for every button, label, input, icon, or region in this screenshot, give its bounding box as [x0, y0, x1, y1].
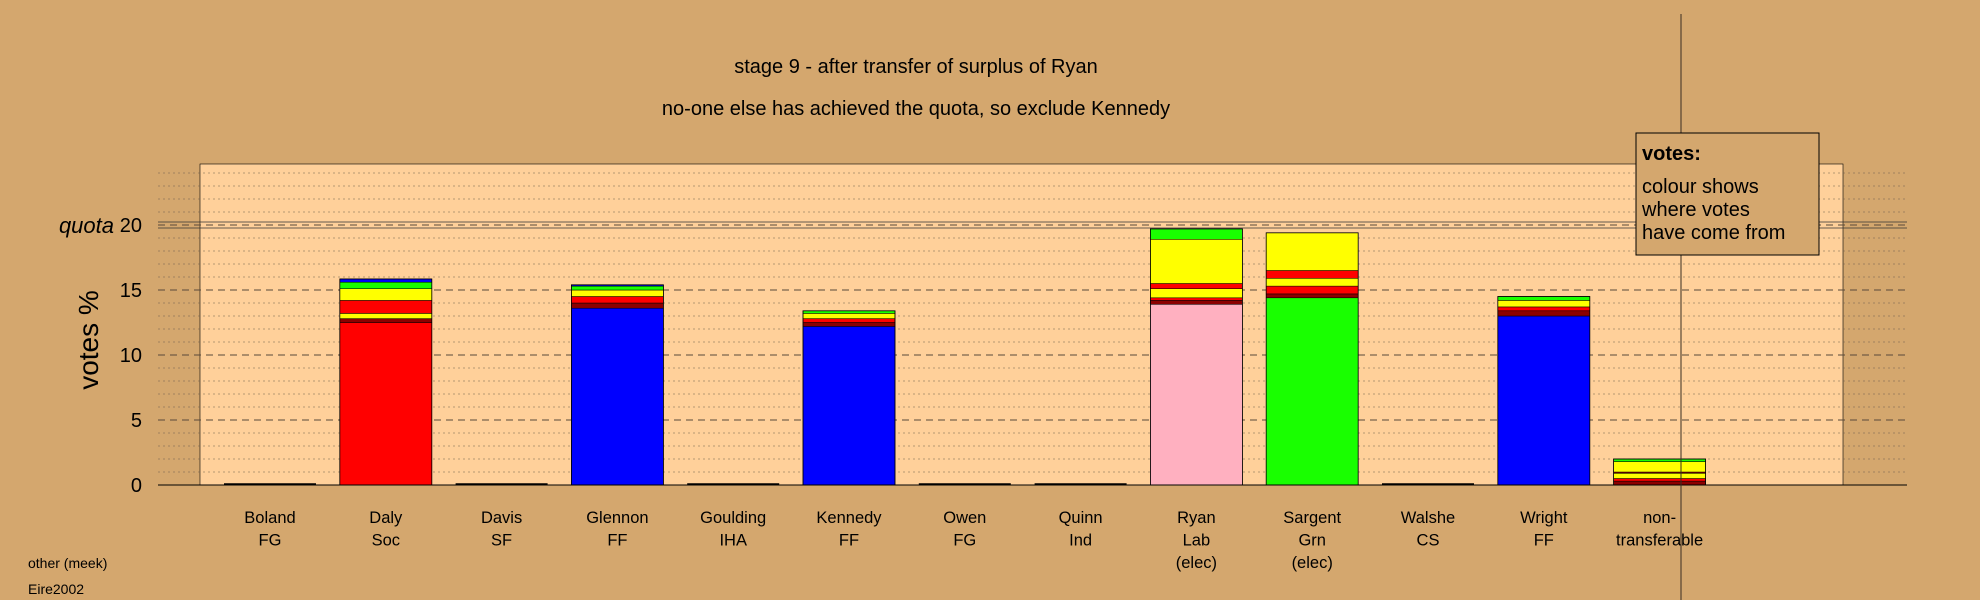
candidate-label: transferable	[1616, 532, 1703, 550]
quota-label: quota	[59, 213, 114, 238]
bar-segment	[1150, 304, 1243, 486]
candidate-label: FF	[1534, 532, 1554, 550]
candidate-label: CS	[1417, 532, 1440, 550]
y-tick-label: 20	[120, 215, 142, 237]
y-tick-label: 15	[120, 280, 142, 302]
bar-segment	[1150, 283, 1243, 289]
candidate-label: Ind	[1069, 532, 1092, 550]
candidate-label: FG	[259, 532, 282, 550]
legend-line-1: colour shows	[1642, 176, 1759, 198]
bar-segment	[339, 288, 433, 301]
bar-segment	[802, 318, 896, 323]
bar-segment	[1265, 232, 1359, 271]
legend-line-2: where votes	[1641, 199, 1750, 221]
bar-segment	[339, 322, 433, 486]
y-tick-label: 0	[131, 475, 142, 497]
candidate-label: non-	[1643, 509, 1676, 527]
bar-segment	[339, 281, 433, 289]
candidate-label: Kennedy	[816, 509, 882, 527]
candidate-label: Soc	[372, 532, 400, 550]
candidate-label: Wright	[1520, 509, 1568, 527]
bar-segment	[802, 322, 896, 327]
bar-segment	[1265, 293, 1359, 299]
y-tick-label: 5	[131, 410, 142, 432]
plot-area	[199, 163, 1844, 486]
candidate-label: Sargent	[1283, 509, 1341, 527]
candidate-label: Walshe	[1401, 509, 1455, 527]
bar-segment	[339, 278, 433, 283]
bar-segment	[1150, 297, 1243, 301]
bar-segment	[1497, 315, 1591, 486]
bar-segment	[1265, 285, 1359, 295]
candidate-label: (elec)	[1176, 554, 1217, 572]
legend: votes: colour shows where votes have com…	[1635, 132, 1820, 256]
bar-segment	[1613, 480, 1706, 486]
bar-segment	[1265, 278, 1359, 287]
bar-segment	[1265, 297, 1359, 486]
bar-segment	[571, 289, 664, 297]
bar-segment	[1497, 310, 1591, 317]
candidate-label: IHA	[719, 532, 747, 550]
bar-segment	[571, 296, 664, 304]
candidate-label: SF	[491, 532, 512, 550]
y-tick-label: 10	[120, 345, 142, 367]
candidate-label: Grn	[1298, 532, 1326, 550]
bar-segment	[1150, 288, 1243, 299]
bar-segment	[571, 302, 664, 309]
bar-segment	[1150, 239, 1243, 284]
candidate-label: Quinn	[1059, 509, 1103, 527]
bar-segment	[339, 318, 433, 323]
candidate-label: FF	[607, 532, 627, 550]
candidate-label: Boland	[244, 509, 295, 527]
candidate-label: FF	[839, 532, 859, 550]
bar-segment	[1150, 228, 1243, 240]
y-axis-label: votes %	[73, 290, 104, 390]
bar-segment	[1265, 270, 1359, 279]
candidate-label: Lab	[1183, 532, 1211, 550]
bar-segment	[571, 307, 664, 486]
candidate-label: (elec)	[1292, 554, 1333, 572]
bar-segment	[802, 326, 896, 486]
legend-title: votes:	[1642, 143, 1701, 165]
bar-segment	[571, 285, 664, 291]
bar-segment	[339, 300, 433, 314]
bar-segment	[339, 313, 433, 319]
candidate-label: FG	[953, 532, 976, 550]
bar-segment	[1613, 478, 1706, 482]
election-name: Eire2002	[28, 581, 84, 597]
bar-segment	[1497, 306, 1591, 312]
bar-segment	[1613, 461, 1706, 473]
bar-segment	[1497, 296, 1591, 301]
candidate-label: Goulding	[700, 509, 766, 527]
candidate-label: Owen	[943, 509, 986, 527]
candidate-label: Davis	[481, 509, 522, 527]
bar-segment	[1150, 300, 1243, 305]
candidate-label: Ryan	[1177, 509, 1216, 527]
bar-segment	[1497, 300, 1591, 308]
candidate-label: Daly	[369, 509, 403, 527]
bar-segment	[802, 313, 896, 319]
candidate-label: Glennon	[586, 509, 648, 527]
legend-line-3: have come from	[1642, 222, 1785, 244]
counting-method: other (meek)	[28, 555, 107, 571]
chart-title: stage 9 - after transfer of surplus of R…	[734, 56, 1098, 78]
chart-subtitle: no-one else has achieved the quota, so e…	[662, 98, 1170, 120]
bar-segment	[1613, 473, 1706, 479]
